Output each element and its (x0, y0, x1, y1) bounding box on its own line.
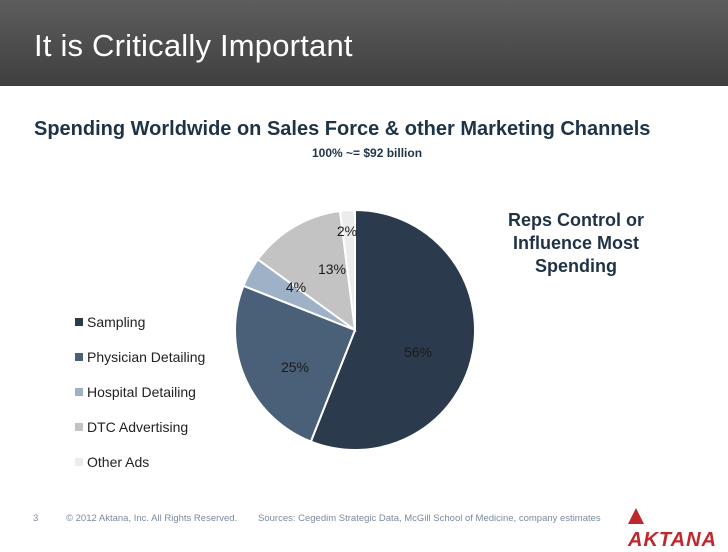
pie-data-label: 4% (286, 279, 306, 295)
legend-label: Other Ads (87, 454, 150, 470)
pie-slice-dtc-advertising (256, 209, 357, 333)
callout-line-2: Influence Most (512, 233, 639, 253)
callout-line-1: Reps Control or (507, 210, 644, 230)
legend-label: DTC Advertising (87, 419, 189, 435)
pie-data-label: 13% (318, 261, 346, 277)
callout-line-3: Spending (535, 256, 617, 276)
sources-text: Sources: Cegedim Strategic Data, McGill … (258, 513, 601, 524)
pie-slice-physician-detailing (234, 284, 357, 443)
callout-text: Reps Control or Influence Most Spending (498, 209, 654, 278)
page-number: 3 (33, 513, 39, 524)
legend-swatch (75, 458, 83, 467)
legend-item: Physician Detailing (75, 349, 205, 365)
legend-swatch (75, 388, 83, 397)
copyright-text: © 2012 Aktana, Inc. All Rights Reserved. (66, 513, 238, 524)
logo-text: AKTANA (628, 529, 717, 551)
logo-triangle-icon (628, 508, 644, 524)
legend-item: Other Ads (75, 454, 149, 470)
legend-item: Hospital Detailing (75, 384, 196, 400)
legend-label: Sampling (87, 314, 146, 330)
legend-item: Sampling (75, 314, 145, 330)
pie-data-label: 56% (404, 344, 432, 360)
legend-item: DTC Advertising (75, 419, 188, 435)
aktana-logo: AKTANA (628, 506, 728, 552)
pie-slice-other-ads (338, 208, 356, 331)
slide-header: It is Critically Important (0, 0, 728, 86)
chart-subtitle: Spending Worldwide on Sales Force & othe… (34, 118, 651, 140)
legend-label: Hospital Detailing (87, 384, 196, 400)
legend-swatch (75, 423, 83, 432)
legend-label: Physician Detailing (87, 349, 206, 365)
slide-title: It is Critically Important (34, 28, 353, 63)
pie-data-label: 2% (337, 223, 357, 239)
legend-swatch (75, 353, 83, 362)
pie-data-label: 25% (281, 359, 309, 375)
pie-slice-sampling (309, 208, 476, 451)
chart-total-note: 100% ~= $92 billion (311, 146, 423, 160)
slide-footer: 3 © 2012 Aktana, Inc. All Rights Reserve… (0, 504, 728, 551)
legend-swatch (75, 318, 83, 327)
